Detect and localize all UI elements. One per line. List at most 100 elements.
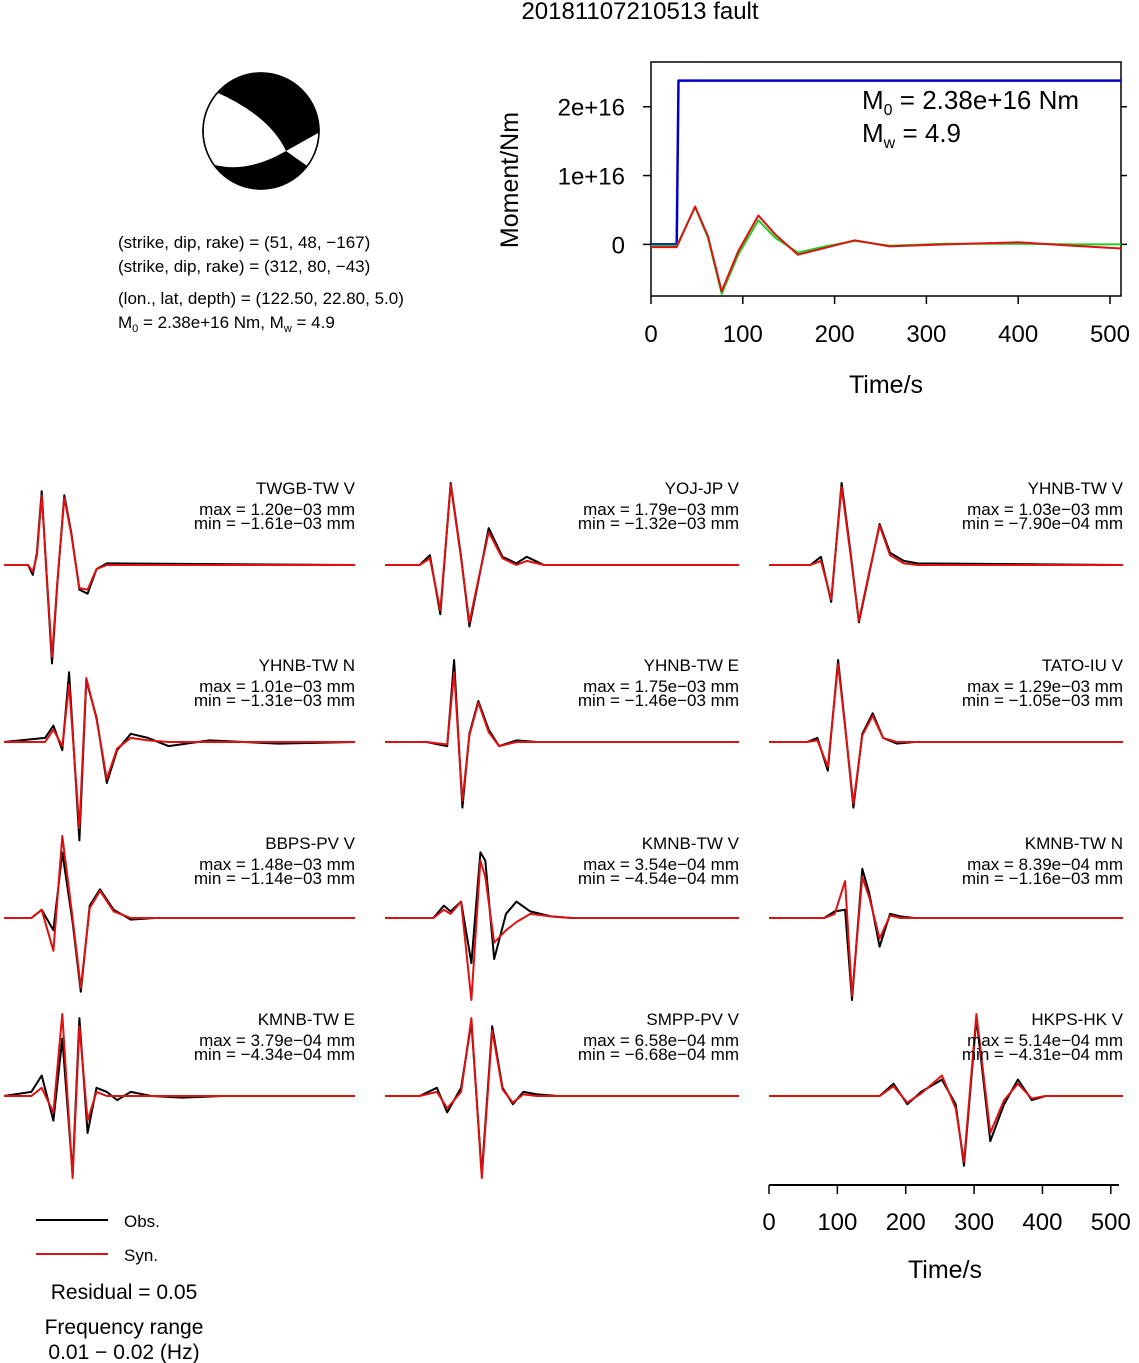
- station-min: min = −1.61e−03 mm: [194, 514, 355, 533]
- station-label: YHNB-TW E: [644, 656, 739, 675]
- station-label: KMNB-TW V: [642, 834, 740, 853]
- station-max: max = 1.75e−03 mm: [583, 677, 739, 696]
- moment-rate-xtick-label: 300: [906, 321, 946, 348]
- observed-trace: [769, 482, 1124, 624]
- waveform-xtick-label: 100: [817, 1209, 857, 1236]
- station-min: min = −6.68e−04 mm: [578, 1045, 739, 1064]
- waveform-xlabel: Time/s: [908, 1256, 982, 1284]
- nodal-plane-1: (strike, dip, rake) = (51, 48, −167): [118, 233, 370, 252]
- station-min: min = −1.05e−03 mm: [962, 691, 1123, 710]
- station-max: max = 3.54e−04 mm: [583, 855, 739, 874]
- moment-rate-frame: [650, 61, 1122, 297]
- station-max: max = 1.48e−03 mm: [199, 855, 355, 874]
- station-min: min = −1.31e−03 mm: [194, 691, 355, 710]
- station-max: max = 1.29e−03 mm: [967, 677, 1123, 696]
- focal-mechanism-beachball: [202, 72, 320, 190]
- station-max: max = 5.14e−04 mm: [967, 1031, 1123, 1050]
- station-min: min = −7.90e−04 mm: [962, 514, 1123, 533]
- moment-rate-series-1: [651, 206, 1121, 295]
- station-label: HKPS-HK V: [1031, 1010, 1123, 1029]
- moment-rate-chart: 0 100 200 300 400 500 0 1e+16 2e+16 Time/s Mome…: [496, 61, 1130, 399]
- station-label: SMPP-PV V: [646, 1010, 739, 1029]
- station-label: KMNB-TW E: [258, 1010, 355, 1029]
- station-label: TWGB-TW V: [256, 479, 356, 498]
- moment-rate-xtick-label: 400: [998, 321, 1038, 348]
- synthetic-trace: [769, 663, 1123, 805]
- station-min: min = −1.46e−03 mm: [578, 691, 739, 710]
- observed-trace: [769, 659, 1123, 809]
- moment-rate-xtick-label: 0: [644, 321, 657, 348]
- station-min: min = −1.14e−03 mm: [194, 869, 355, 888]
- station-min: min = −4.34e−04 mm: [194, 1045, 355, 1064]
- waveform-xtick-label: 300: [954, 1209, 994, 1236]
- moment-rate-series-0: [651, 79, 1121, 246]
- hypocenter-location: (lon., lat, depth) = (122.50, 22.80, 5.0…: [118, 289, 404, 308]
- station-label: YHNB-TW V: [1028, 479, 1124, 498]
- moment-rate-xtick-label: 200: [815, 321, 855, 348]
- station-max: max = 1.03e−03 mm: [967, 500, 1123, 519]
- station-label: YOJ-JP V: [665, 479, 740, 498]
- frequency-range-label: Frequency range: [45, 1316, 204, 1339]
- moment-rate-annotation-m0: M0 = 2.38e+16 Nm: [862, 85, 1079, 119]
- station-max: max = 3.79e−04 mm: [199, 1031, 355, 1050]
- moment-rate-annotation-mw: Mw = 4.9: [862, 118, 961, 152]
- waveform-xtick-label: 0: [762, 1209, 775, 1236]
- moment-rate-series: [651, 79, 1122, 295]
- waveform-xtick-label: 500: [1091, 1209, 1131, 1236]
- synthetic-trace: [769, 486, 1123, 622]
- station-min: min = −4.31e−04 mm: [962, 1045, 1123, 1064]
- moment-rate-series-2: [651, 205, 1122, 293]
- moment-rate-xtick-label: 100: [723, 321, 763, 348]
- legend-syn-label: Syn.: [124, 1246, 158, 1265]
- station-max: max = 1.79e−03 mm: [583, 500, 739, 519]
- station-min: min = −1.16e−03 mm: [962, 869, 1123, 888]
- synthetic-trace: [385, 671, 739, 802]
- moment-rate-ytick-label: 1e+16: [558, 164, 625, 191]
- station-max: max = 8.39e−04 mm: [967, 855, 1123, 874]
- moment-rate-xlabel: Time/s: [849, 371, 923, 399]
- waveform-time-axis: 0 100 200 300 400 500: [762, 1184, 1131, 1236]
- moment-summary: M0 = 2.38e+16 Nm, Mw = 4.9: [118, 313, 335, 335]
- figure-title: 20181107210513 fault: [521, 0, 758, 25]
- moment-rate-ytick-label: 0: [612, 232, 625, 259]
- legend-obs-label: Obs.: [124, 1212, 160, 1231]
- focal-parameters: (strike, dip, rake) = (51, 48, −167) (st…: [118, 233, 404, 335]
- station-label: YHNB-TW N: [259, 656, 355, 675]
- synthetic-trace: [4, 835, 355, 989]
- station-max: max = 1.20e−03 mm: [199, 500, 355, 519]
- synthetic-trace: [4, 677, 355, 830]
- moment-rate-xtick-label: 500: [1090, 321, 1130, 348]
- frequency-range-value: 0.01 − 0.02 (Hz): [48, 1341, 199, 1363]
- station-label: BBPS-PV V: [265, 834, 355, 853]
- residual-label: Residual = 0.05: [51, 1281, 198, 1304]
- station-label: KMNB-TW N: [1025, 834, 1123, 853]
- station-max: max = 6.58e−04 mm: [583, 1031, 739, 1050]
- moment-rate-ytick-label: 2e+16: [558, 95, 625, 122]
- synthetic-trace: [769, 876, 1123, 997]
- station-min: min = −1.32e−03 mm: [578, 514, 739, 533]
- moment-rate-y-axis: 0 1e+16 2e+16: [558, 95, 1127, 259]
- station-label: TATO-IU V: [1042, 656, 1124, 675]
- synthetic-trace: [385, 483, 739, 624]
- station-min: min = −4.54e−04 mm: [578, 869, 739, 888]
- moment-rate-ylabel: Moment/Nm: [496, 112, 524, 248]
- waveform-xtick-label: 200: [886, 1209, 926, 1236]
- moment-rate-x-axis: 0 100 200 300 400 500: [644, 296, 1130, 348]
- nodal-plane-2: (strike, dip, rake) = (312, 80, −43): [118, 257, 370, 276]
- observed-trace: [769, 867, 1123, 1001]
- synthetic-trace: [4, 494, 355, 658]
- station-max: max = 1.01e−03 mm: [199, 677, 355, 696]
